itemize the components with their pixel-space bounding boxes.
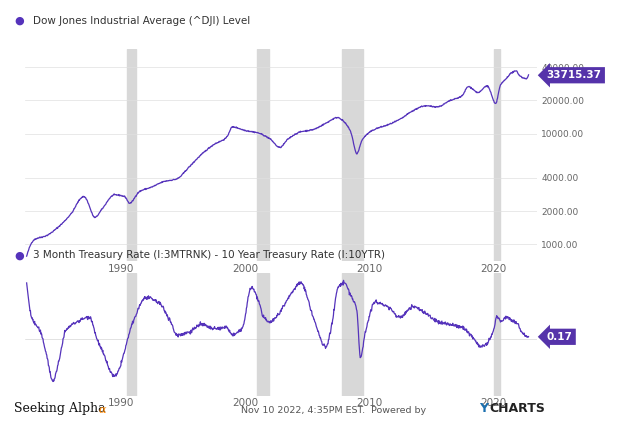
Text: ●: ● (14, 250, 23, 260)
Text: 33715.37: 33715.37 (547, 70, 602, 80)
Text: 3 Month Treasury Rate (I:3MTRNK) - 10 Year Treasury Rate (I:10YTR): 3 Month Treasury Rate (I:3MTRNK) - 10 Ye… (33, 250, 385, 260)
Bar (127, 273, 137, 396)
Bar (495, 49, 500, 261)
Text: Y: Y (479, 402, 488, 415)
Bar (257, 49, 269, 261)
Bar (127, 49, 137, 261)
Bar (495, 273, 500, 396)
Text: 0.17: 0.17 (547, 332, 573, 342)
Bar (342, 273, 363, 396)
Text: Seeking Alpha: Seeking Alpha (14, 402, 105, 415)
Text: ●: ● (14, 16, 23, 25)
Text: Dow Jones Industrial Average (^DJI) Level: Dow Jones Industrial Average (^DJI) Leve… (33, 16, 250, 25)
Text: α: α (98, 405, 106, 415)
Bar (342, 49, 363, 261)
Text: CHARTS: CHARTS (489, 402, 545, 415)
Text: Nov 10 2022, 4:35PM EST.  Powered by: Nov 10 2022, 4:35PM EST. Powered by (241, 406, 427, 415)
Bar (257, 273, 269, 396)
